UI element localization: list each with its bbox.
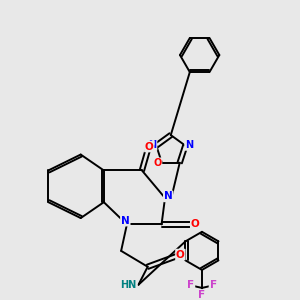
Text: F: F bbox=[209, 280, 217, 290]
Text: F: F bbox=[187, 280, 194, 290]
Text: N: N bbox=[148, 140, 157, 150]
Text: N: N bbox=[121, 216, 130, 226]
Text: N: N bbox=[164, 191, 172, 201]
Text: F: F bbox=[198, 290, 206, 300]
Text: N: N bbox=[185, 140, 193, 150]
Text: O: O bbox=[176, 250, 185, 260]
Text: HN: HN bbox=[121, 280, 137, 290]
Text: O: O bbox=[191, 219, 200, 230]
Text: O: O bbox=[145, 142, 154, 152]
Text: O: O bbox=[153, 158, 161, 168]
